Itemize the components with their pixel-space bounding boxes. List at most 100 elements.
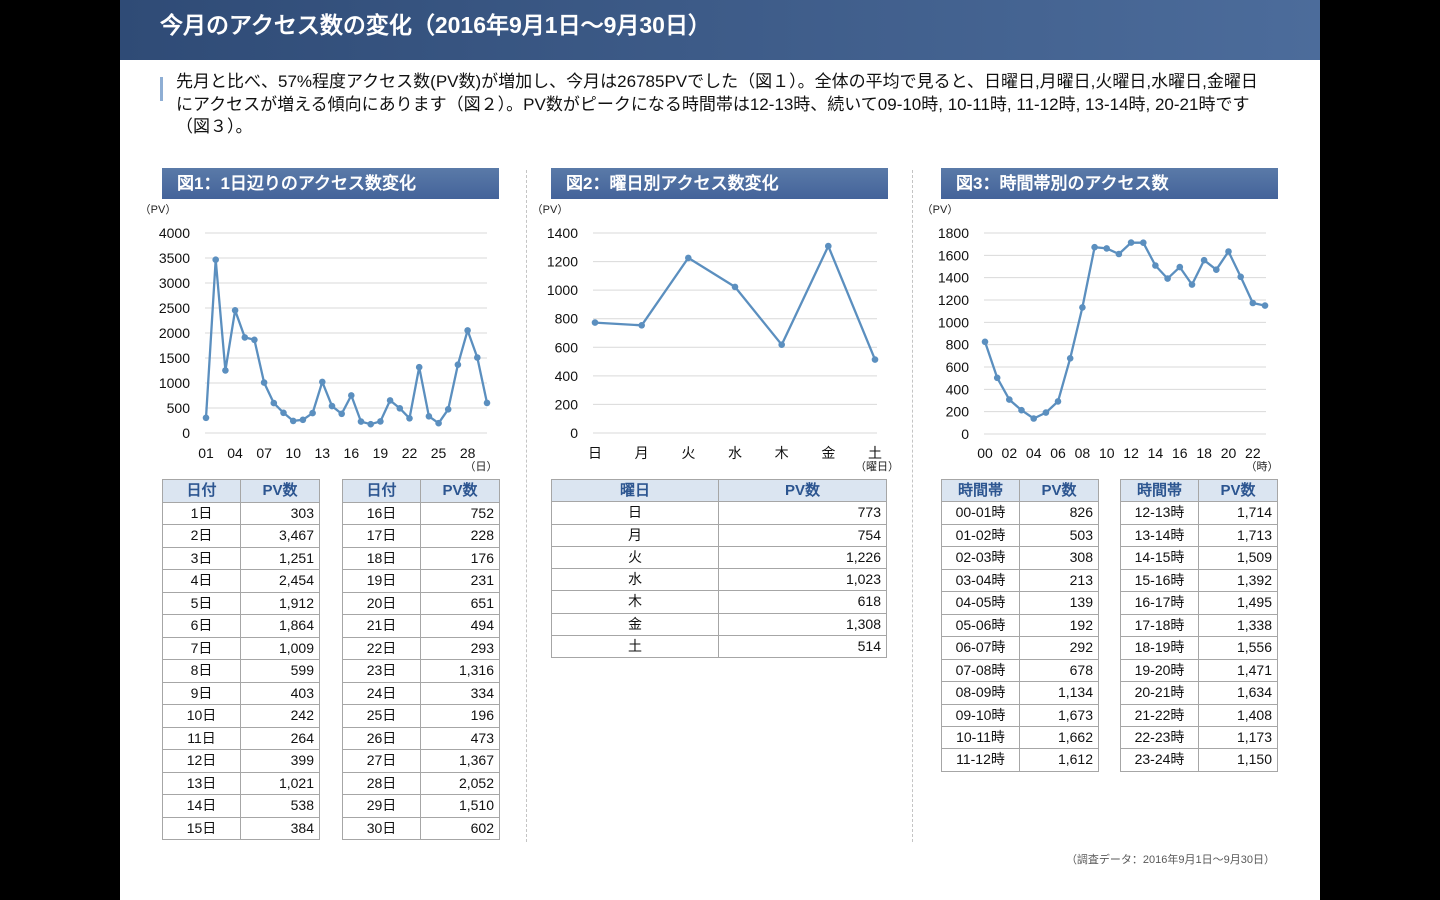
y-unit-label: （PV） xyxy=(922,203,959,216)
data-point xyxy=(1006,396,1013,403)
table-row: 13-14時 1,713 xyxy=(1121,524,1278,548)
table-row: 13日 1,021 xyxy=(163,772,320,795)
table-row: 24日 334 xyxy=(343,682,500,705)
data-point xyxy=(454,361,462,368)
x-tick-label: 07 xyxy=(256,445,272,461)
x-tick-label: 土 xyxy=(868,445,882,461)
date-cell: 29日 xyxy=(343,795,421,818)
pv-cell: 754 xyxy=(719,524,887,547)
pv-cell: 1,714 xyxy=(1199,502,1278,525)
pv-cell: 1,173 xyxy=(1199,726,1278,750)
y-tick-label: 1400 xyxy=(938,270,969,286)
y-tick-label: 400 xyxy=(555,368,579,384)
time-slot-cell: 07-08時 xyxy=(942,659,1020,683)
data-point xyxy=(338,410,345,418)
time-slot-cell: 16-17時 xyxy=(1121,592,1199,615)
survey-footnote: （調査データ：2016年9月1日～9月30日） xyxy=(1065,854,1275,866)
date-cell: 2日 xyxy=(163,525,241,548)
x-tick-label: 25 xyxy=(431,445,447,461)
data-point xyxy=(377,418,384,425)
pv-cell: 1,864 xyxy=(241,615,320,638)
pv-cell: 651 xyxy=(421,592,500,615)
weekday-cell: 水 xyxy=(552,569,719,592)
date-cell: 26日 xyxy=(343,727,421,750)
y-tick-label: 1200 xyxy=(547,254,578,270)
date-cell: 19日 xyxy=(343,570,421,593)
data-point xyxy=(1127,239,1135,246)
x-tick-label: 13 xyxy=(314,445,330,461)
weekday-pv-table: 曜日 PV数日 773 月 754 火 1,226 水 1,023 木 618 金 1,308 土 514 xyxy=(551,479,887,658)
table-row: 金 1,308 xyxy=(552,613,887,636)
table-row: 27日 1,367 xyxy=(343,750,500,773)
y-tick-label: 0 xyxy=(182,425,190,441)
pv-cell: 1,912 xyxy=(241,592,320,615)
column-divider xyxy=(912,170,913,842)
pv-cell: 196 xyxy=(421,705,500,728)
x-tick-label: 18 xyxy=(1196,445,1212,461)
table-row: 4日 2,454 xyxy=(163,570,320,593)
time-slot-cell: 08-09時 xyxy=(942,682,1020,705)
pv-cell: 399 xyxy=(241,750,320,773)
weekday-cell: 火 xyxy=(552,546,719,569)
pv-cell: 384 xyxy=(241,817,320,840)
pv-cell: 1,367 xyxy=(421,750,500,773)
weekday-cell: 木 xyxy=(552,591,719,614)
data-point xyxy=(260,379,268,386)
table-row: 00-01時 826 xyxy=(942,502,1099,525)
data-point xyxy=(212,256,219,263)
pv-cell: 773 xyxy=(719,502,887,525)
data-point xyxy=(231,307,239,314)
date-cell: 16日 xyxy=(343,502,421,525)
y-tick-label: 0 xyxy=(570,425,578,441)
data-point xyxy=(1030,415,1037,422)
table-row: 02-03時 308 xyxy=(942,547,1099,570)
y-tick-label: 200 xyxy=(555,396,579,412)
series-line xyxy=(204,258,489,426)
pv-cell: 826 xyxy=(1020,502,1099,525)
data-point xyxy=(241,334,249,341)
pv-cell: 494 xyxy=(421,615,500,638)
pv-cell: 1,134 xyxy=(1020,682,1099,705)
pv-cell: 1,662 xyxy=(1020,726,1099,750)
data-point xyxy=(1176,263,1184,271)
x-tick-label: 月 xyxy=(635,445,649,461)
table-header-cell: 日付 xyxy=(163,480,241,503)
table-row: 20-21時 1,634 xyxy=(1121,682,1278,705)
table-row: 6日 1,864 xyxy=(163,615,320,638)
data-point xyxy=(222,367,229,374)
date-cell: 17日 xyxy=(343,525,421,548)
pv-cell: 308 xyxy=(1020,547,1099,570)
y-tick-label: 1600 xyxy=(938,247,969,263)
y-tick-label: 1000 xyxy=(547,282,578,298)
pv-cell: 3,467 xyxy=(241,525,320,548)
date-cell: 11日 xyxy=(163,727,241,750)
table-row: 15-16時 1,392 xyxy=(1121,569,1278,593)
y-tick-label: 1000 xyxy=(159,375,190,391)
data-point xyxy=(444,406,452,413)
pv-cell: 1,226 xyxy=(719,546,887,569)
x-tick-label: 16 xyxy=(344,445,360,461)
data-point xyxy=(1152,262,1159,269)
table-row: 23日 1,316 xyxy=(343,660,500,683)
data-point xyxy=(309,409,316,417)
data-point xyxy=(993,374,1001,382)
date-cell: 6日 xyxy=(163,615,241,638)
time-slot-cell: 03-04時 xyxy=(942,569,1020,593)
pv-cell: 1,021 xyxy=(241,772,320,795)
y-tick-label: 3500 xyxy=(159,250,190,266)
table-header-cell: PV数 xyxy=(1199,480,1278,503)
pv-cell: 242 xyxy=(241,705,320,728)
date-cell: 13日 xyxy=(163,772,241,795)
table-row: 28日 2,052 xyxy=(343,772,500,795)
x-tick-label: 20 xyxy=(1221,445,1237,461)
pv-cell: 334 xyxy=(421,682,500,705)
table-row: 14日 538 xyxy=(163,795,320,818)
data-point xyxy=(348,392,355,399)
weekday-cell: 金 xyxy=(552,613,719,636)
y-tick-label: 1000 xyxy=(938,314,969,330)
y-tick-label: 600 xyxy=(946,359,970,375)
date-cell: 18日 xyxy=(343,547,421,570)
data-point xyxy=(435,419,442,427)
x-unit-label: （日） xyxy=(465,460,498,473)
data-point xyxy=(299,416,307,424)
